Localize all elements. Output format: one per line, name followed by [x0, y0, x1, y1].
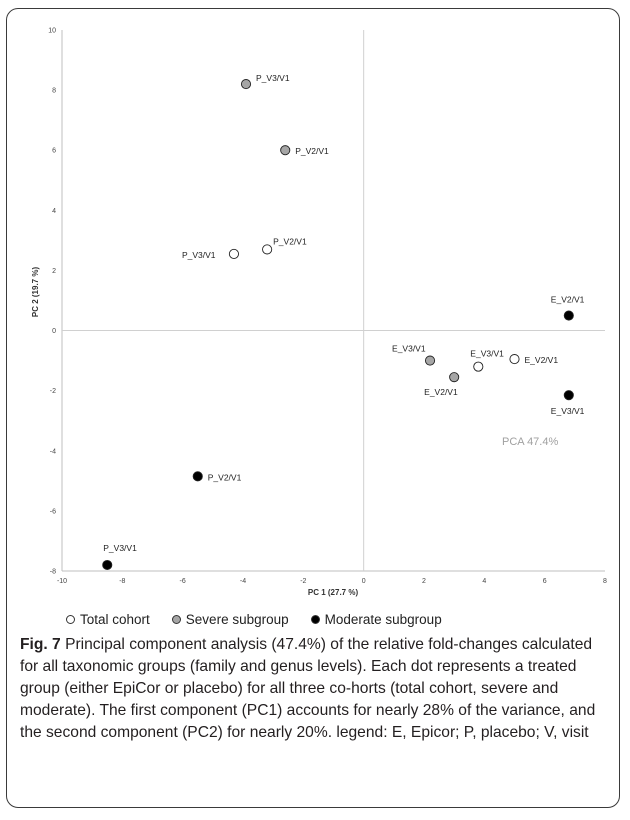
data-label: P_V2/V1	[208, 472, 242, 482]
data-point	[262, 244, 273, 255]
y-tick-label: 0	[52, 328, 56, 335]
y-tick-label: 4	[52, 208, 56, 215]
x-tick-label: -10	[57, 578, 67, 585]
data-point	[473, 361, 484, 372]
data-label: E_V3/V1	[392, 344, 426, 354]
x-tick-label: -4	[240, 578, 246, 585]
data-point	[280, 145, 291, 156]
pca-annotation: PCA 47.4%	[502, 436, 558, 448]
y-tick-label: -6	[50, 508, 56, 515]
data-point	[102, 559, 113, 571]
y-axis-label: PC 2 (19.7 %)	[31, 267, 40, 318]
legend-item-moderate-subgroup: Moderate subgroup	[310, 612, 442, 627]
data-label: P_V3/V1	[256, 73, 290, 83]
data-label: E_V3/V1	[470, 349, 504, 359]
caption-text: Principal component analysis (47.4%) of …	[20, 636, 596, 741]
x-tick-label: -6	[180, 578, 186, 585]
pca-scatter-plot: PC 2 (19.7 %) PC 1 (27.7 %) PCA 47.4% -1…	[31, 28, 607, 598]
y-tick-label: -4	[50, 448, 56, 455]
data-label: P_V2/V1	[273, 236, 307, 246]
data-label: P_V2/V1	[295, 146, 329, 156]
moderate-subgroup-marker-icon	[310, 615, 320, 624]
legend-label: Moderate subgroup	[324, 612, 442, 627]
figure-frame	[6, 8, 620, 808]
x-tick-label: 6	[543, 578, 547, 585]
data-point	[509, 354, 520, 365]
data-point	[228, 248, 239, 259]
total-cohort-marker-icon	[66, 615, 75, 624]
y-tick-label: -8	[50, 569, 56, 576]
x-axis-label: PC 1 (27.7 %)	[308, 588, 359, 597]
x-tick-label: 4	[482, 578, 486, 585]
legend: Total cohort Severe subgroup Moderate su…	[66, 612, 442, 627]
data-label: E_V3/V1	[551, 406, 585, 416]
y-tick-label: 2	[52, 268, 56, 275]
y-tick-label: 10	[48, 28, 56, 35]
legend-item-severe-subgroup: Severe subgroup	[171, 612, 289, 627]
data-point	[449, 372, 460, 383]
severe-subgroup-marker-icon	[171, 615, 181, 624]
data-point	[240, 79, 252, 90]
figure-caption: Fig. 7 Principal component analysis (47.…	[20, 634, 612, 744]
data-label: P_V3/V1	[103, 543, 137, 553]
data-point	[563, 390, 574, 401]
data-label: E_V2/V1	[551, 295, 585, 305]
y-tick-label: -2	[50, 388, 56, 395]
x-tick-label: 2	[422, 578, 426, 585]
data-point	[563, 310, 574, 321]
y-tick-label: 6	[52, 148, 56, 155]
legend-label: Total cohort	[80, 612, 150, 627]
x-tick-label: -8	[119, 578, 125, 585]
data-label: E_V2/V1	[424, 387, 458, 397]
x-tick-label: 8	[603, 578, 607, 585]
data-label: P_V3/V1	[182, 250, 216, 260]
x-tick-label: -2	[300, 578, 306, 585]
data-label: E_V2/V1	[525, 355, 559, 365]
legend-label: Severe subgroup	[185, 612, 289, 627]
figure-label: Fig. 7	[20, 636, 61, 653]
legend-item-total-cohort: Total cohort	[66, 612, 150, 627]
data-point	[424, 355, 436, 366]
x-tick-label: 0	[362, 578, 366, 585]
data-point	[192, 471, 203, 482]
y-tick-label: 8	[52, 88, 56, 95]
